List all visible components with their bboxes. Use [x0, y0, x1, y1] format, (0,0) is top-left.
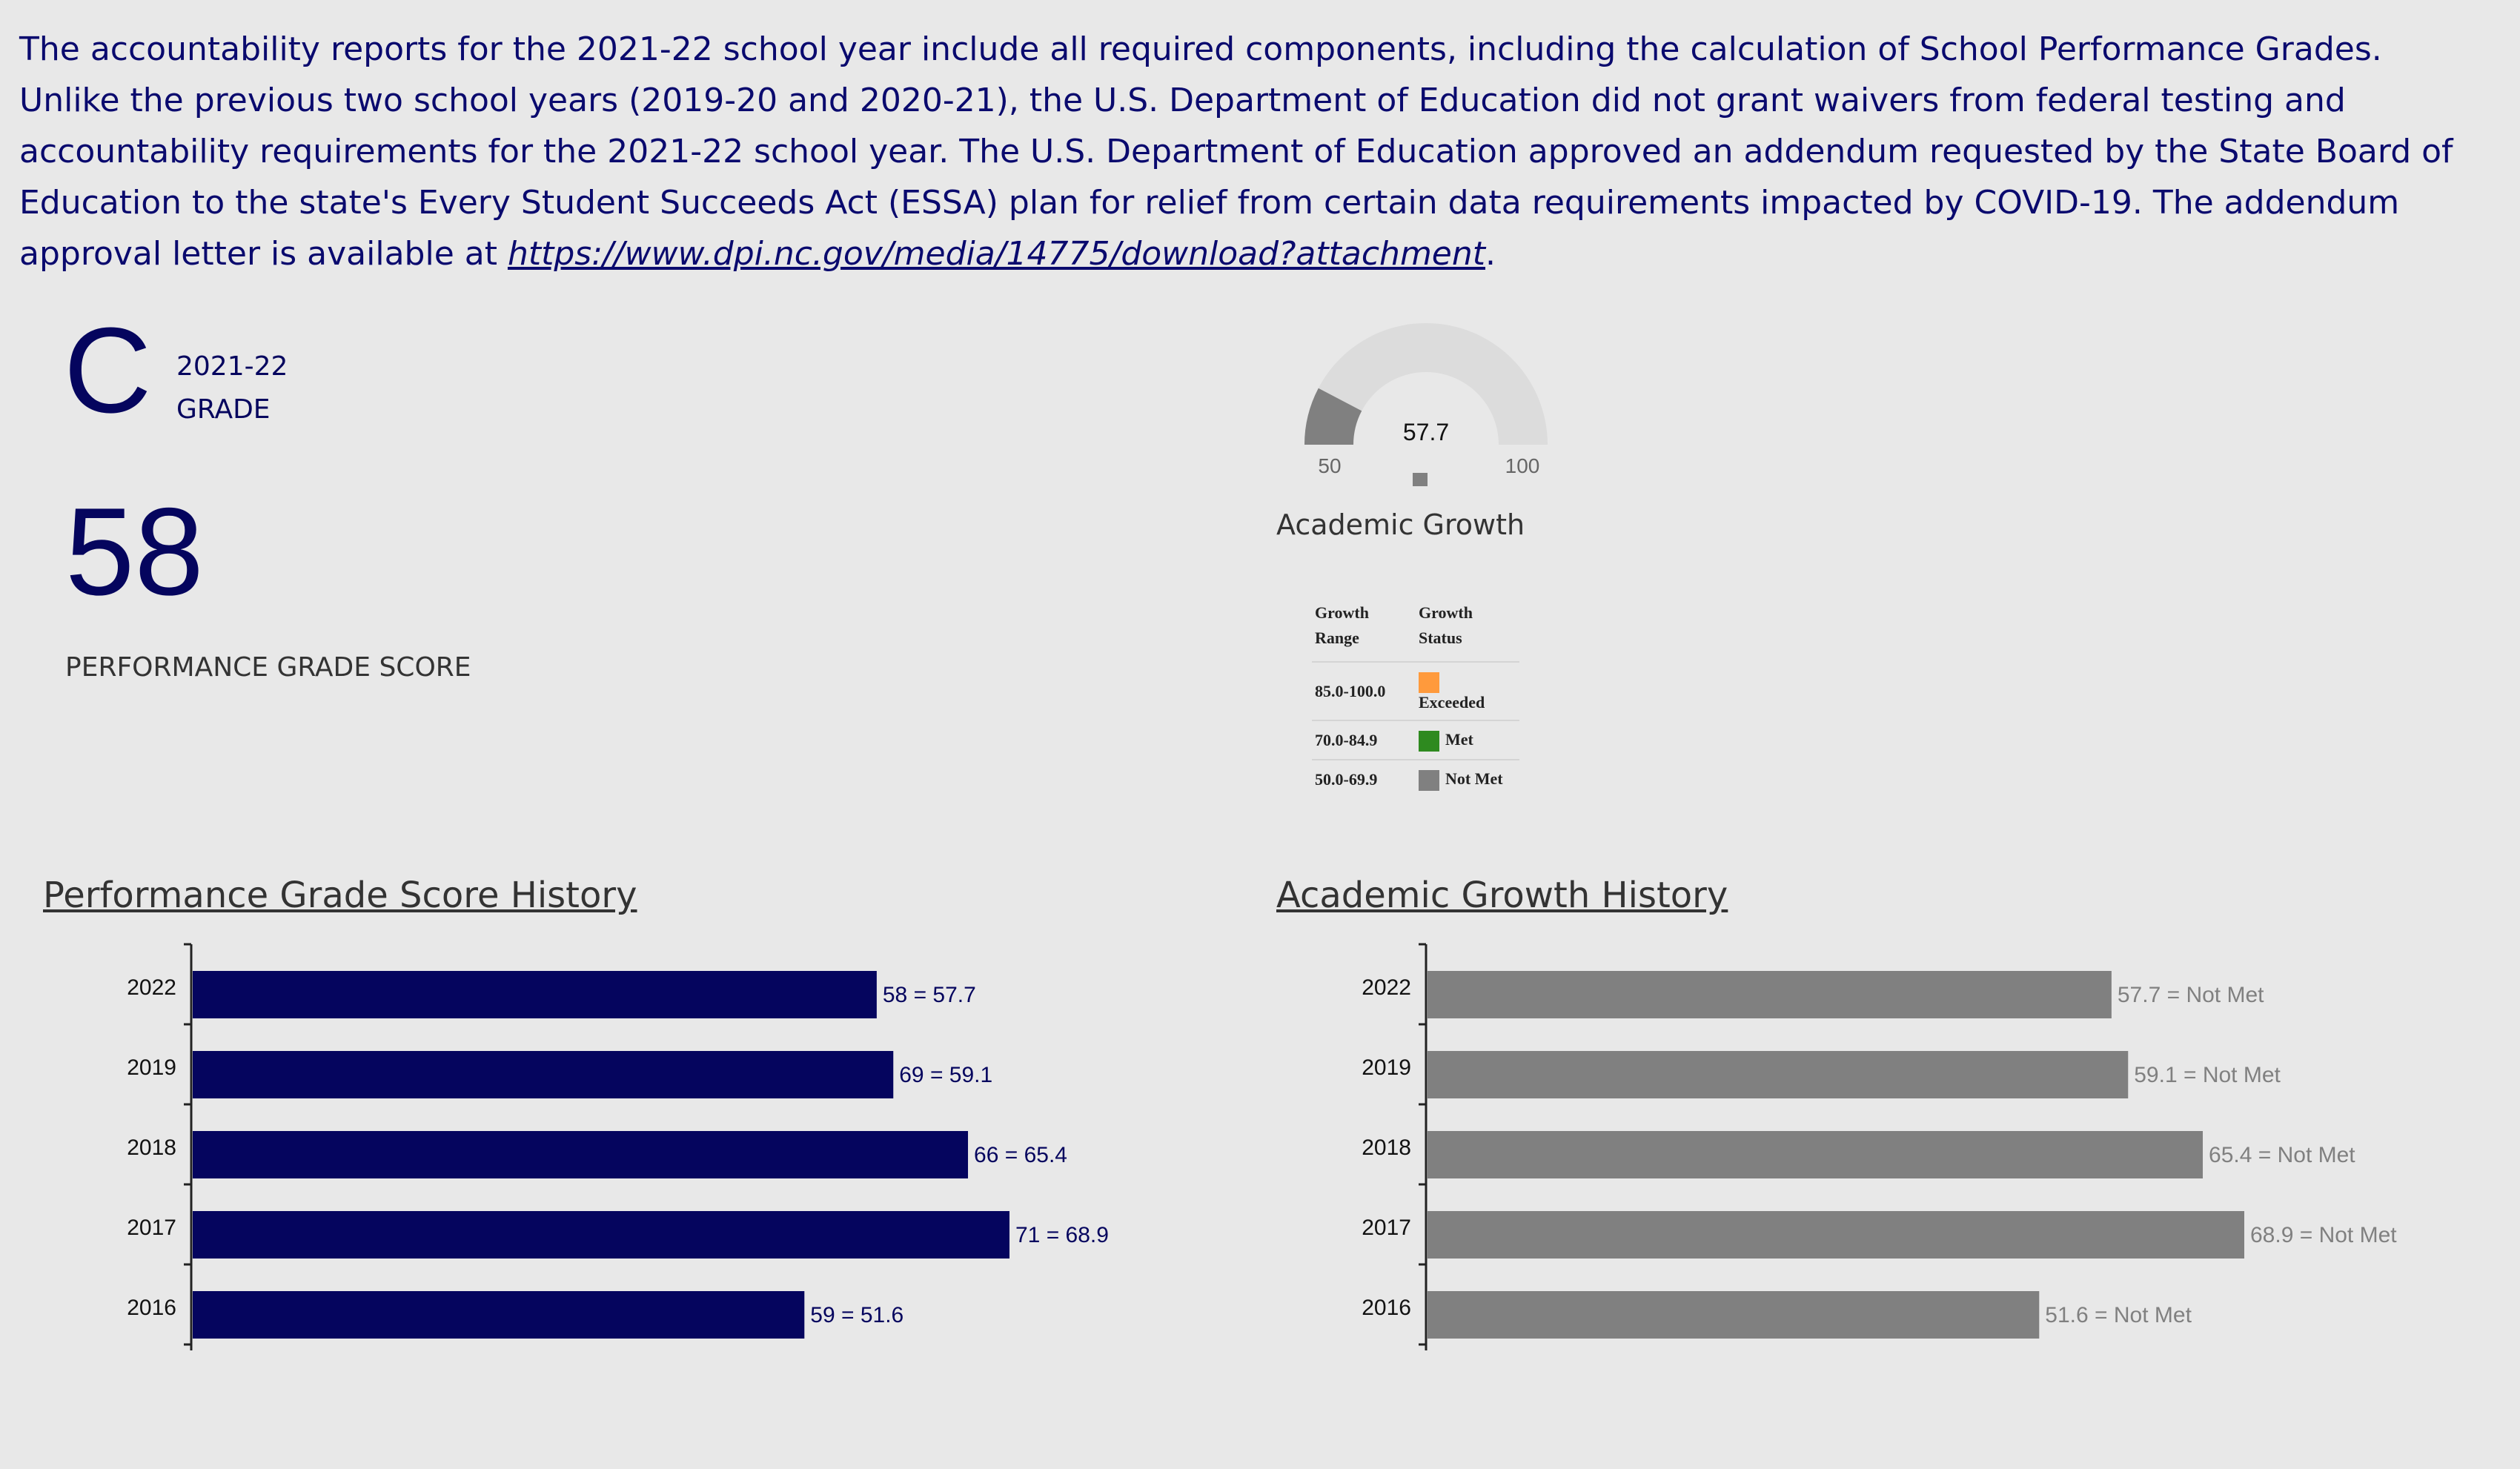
- data-label: 59.1 = Not Met: [2134, 1063, 2281, 1087]
- category-label: 2019: [127, 1055, 176, 1080]
- bar: [1428, 1051, 2129, 1098]
- bar: [193, 971, 877, 1018]
- bar: [1428, 1131, 2204, 1178]
- bar: [1428, 971, 2112, 1018]
- bar: [193, 1291, 805, 1339]
- category-label: 2016: [1362, 1296, 1411, 1320]
- data-label: 68.9 = Not Met: [2250, 1223, 2397, 1247]
- legend-swatch: [1419, 672, 1439, 693]
- data-label: 59 = 51.6: [810, 1303, 903, 1327]
- legend-swatch: [1419, 769, 1439, 791]
- category-label: 2018: [1362, 1135, 1411, 1160]
- gauge-value: 57.7: [1403, 419, 1449, 445]
- gauge-fill: [1304, 388, 1362, 445]
- legend-range: 85.0-100.0: [1312, 662, 1416, 721]
- category-label: 2016: [127, 1296, 176, 1320]
- data-label: 57.7 = Not Met: [2118, 983, 2264, 1007]
- performance-grade-score: 58: [65, 482, 204, 621]
- category-label: 2022: [127, 975, 176, 1000]
- bar: [193, 1131, 969, 1178]
- data-label: 65.4 = Not Met: [2209, 1143, 2355, 1167]
- data-label: 58 = 57.7: [883, 983, 976, 1007]
- data-label: 71 = 68.9: [1015, 1223, 1109, 1247]
- legend-row: 50.0-69.9 Not Met: [1312, 760, 1519, 798]
- data-label: 66 = 65.4: [974, 1143, 1067, 1167]
- grade-letter: C: [64, 302, 152, 438]
- academic-growth-title: Academic Growth: [1276, 508, 1525, 541]
- data-label: 51.6 = Not Met: [2045, 1303, 2192, 1327]
- legend-row: 70.0-84.9 Met: [1312, 720, 1519, 760]
- grade-label: GRADE: [176, 394, 271, 425]
- legend-status: Not Met: [1416, 760, 1519, 798]
- addendum-link[interactable]: https://www.dpi.nc.gov/media/14775/downl…: [507, 235, 1486, 273]
- growth-history-title: Academic Growth History: [1276, 875, 1728, 916]
- growth-history-chart: 2022 57.7 = Not Met 2019 59.1 = Not Met 2018…: [1362, 943, 2397, 1350]
- legend-header-range: Growth Range: [1312, 600, 1416, 663]
- grade-year: 2021-22: [176, 351, 288, 382]
- gauge-marker: [1413, 473, 1428, 486]
- legend-range: 50.0-69.9: [1315, 770, 1378, 789]
- category-label: 2017: [1362, 1216, 1411, 1240]
- gauge-track: [1304, 322, 1548, 445]
- bar: [1428, 1211, 2244, 1259]
- legend-status: Met: [1416, 720, 1519, 760]
- growth-legend-table: Growth Range Growth Status 85.0-100.0 Exc…: [1312, 600, 1519, 798]
- legend-status-label: Exceeded: [1419, 692, 1485, 712]
- category-label: 2022: [1362, 975, 1411, 1000]
- legend-header-row: Growth Range Growth Status: [1312, 600, 1519, 663]
- gauge-min-label: 50: [1318, 454, 1341, 477]
- performance-grade-score-label: PERFORMANCE GRADE SCORE: [65, 652, 471, 683]
- legend-row: 85.0-100.0 Exceeded: [1312, 662, 1519, 721]
- bar: [1428, 1291, 2040, 1339]
- category-label: 2017: [127, 1216, 176, 1240]
- intro-text: The accountability reports for the 2021-…: [19, 30, 2453, 273]
- performance-history-title: Performance Grade Score History: [43, 875, 637, 916]
- legend-swatch: [1419, 730, 1439, 752]
- data-label: 69 = 59.1: [899, 1063, 992, 1087]
- legend-header-status: Growth Status: [1416, 600, 1519, 663]
- legend-range: 70.0-84.9: [1312, 720, 1416, 760]
- category-label: 2019: [1362, 1055, 1411, 1080]
- intro-suffix: .: [1485, 235, 1496, 273]
- gauge-max-label: 100: [1505, 454, 1540, 477]
- academic-growth-gauge: 57.7 50 100: [1304, 322, 1548, 486]
- category-label: 2018: [127, 1135, 176, 1160]
- bar: [193, 1051, 894, 1098]
- performance-history-chart: 2022 58 = 57.7 2019 69 = 59.1 2018 66 = 65.4 2…: [127, 943, 1109, 1350]
- legend-status-label: Not Met: [1445, 769, 1503, 788]
- bar: [193, 1211, 1009, 1259]
- legend-status-label: Met: [1445, 729, 1473, 749]
- intro-paragraph: The accountability reports for the 2021-…: [19, 24, 2480, 279]
- legend-status: Exceeded: [1416, 662, 1519, 721]
